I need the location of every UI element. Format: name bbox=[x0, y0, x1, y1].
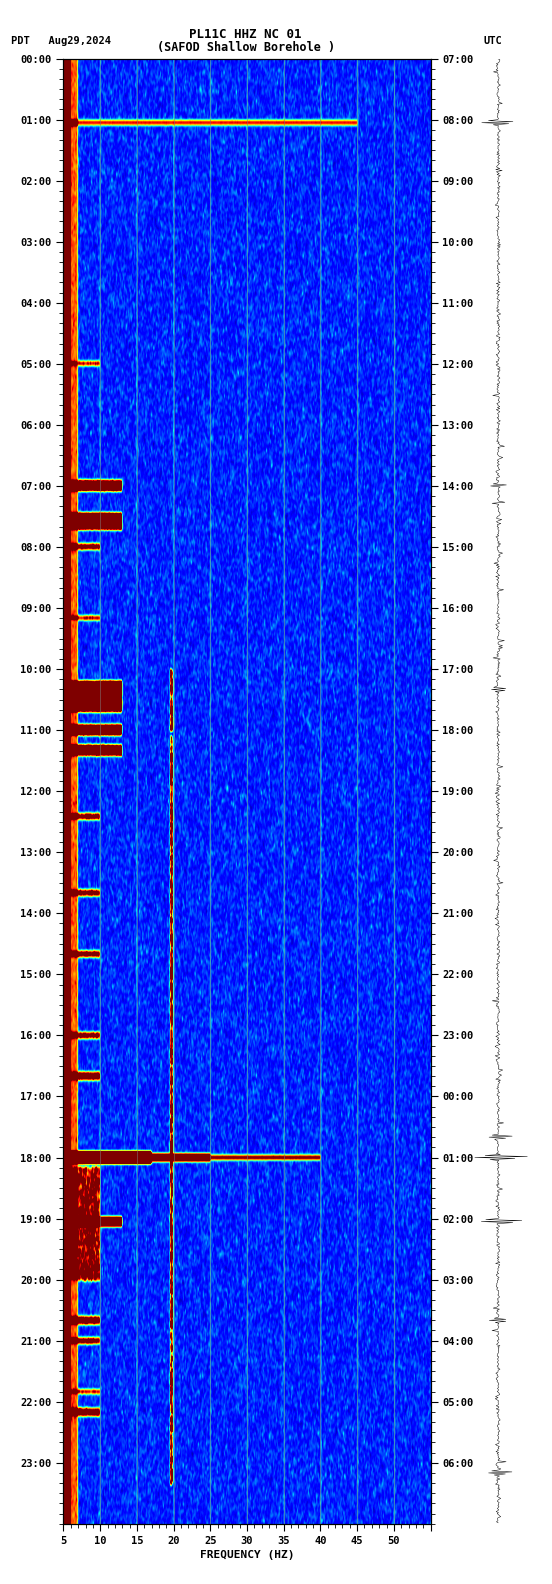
X-axis label: FREQUENCY (HZ): FREQUENCY (HZ) bbox=[200, 1549, 294, 1560]
Text: PDT   Aug29,2024: PDT Aug29,2024 bbox=[11, 36, 111, 46]
Text: PL11C HHZ NC 01: PL11C HHZ NC 01 bbox=[189, 29, 302, 41]
Text: (SAFOD Shallow Borehole ): (SAFOD Shallow Borehole ) bbox=[157, 41, 335, 54]
Text: UTC: UTC bbox=[483, 36, 502, 46]
